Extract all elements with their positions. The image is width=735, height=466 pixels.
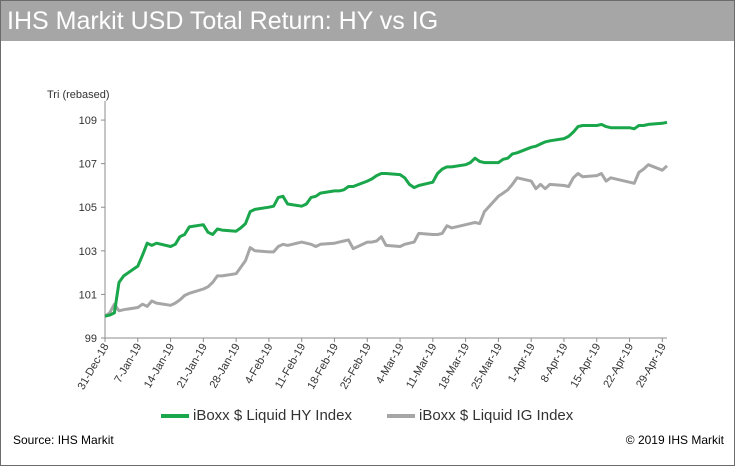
source-note: Source: IHS Markit — [13, 433, 114, 447]
x-tick-label: 14-Jan-19 — [142, 342, 177, 391]
y-tick-label: 105 — [79, 202, 97, 214]
legend-swatch-ig — [387, 413, 415, 418]
copyright-note: © 2019 IHS Markit — [625, 433, 724, 447]
x-tick-label: 28-Jan-19 — [208, 342, 243, 391]
x-tick-label: 31-Dec-18 — [76, 342, 112, 392]
y-tick-label: 109 — [79, 115, 97, 127]
x-tick-label: 4-Feb-19 — [243, 342, 276, 387]
legend-item-hy: iBoxx $ Liquid HY Index — [161, 407, 352, 424]
legend-item-ig: iBoxx $ Liquid IG Index — [387, 407, 573, 424]
x-tick-label: 11-Mar-19 — [404, 342, 439, 391]
x-tick-label: 15-Apr-19 — [568, 342, 603, 390]
legend-label-hy: iBoxx $ Liquid HY Index — [193, 407, 352, 424]
y-tick-label: 103 — [79, 246, 97, 258]
chart-title: IHS Markit USD Total Return: HY vs IG — [1, 1, 734, 41]
line-chart: Tri (rebased) 99 101 103 105 107 109 31-Dec-1… — [47, 89, 669, 392]
y-tick-label: 107 — [79, 159, 97, 171]
x-tick-label: 21-Jan-19 — [175, 342, 210, 391]
x-tick-label: 7-Jan-19 — [112, 342, 144, 386]
y-tick-label: 101 — [79, 289, 97, 301]
x-tick-label: 25-Mar-19 — [469, 342, 505, 392]
x-tick-label: 18-Feb-19 — [305, 342, 341, 392]
x-tick-label: 25-Feb-19 — [338, 342, 374, 392]
x-tick-label: 29-Apr-19 — [634, 342, 669, 390]
y-tick-label: 99 — [85, 333, 97, 345]
x-tick-label: 4-Mar-19 — [374, 342, 407, 387]
x-tick-label: 22-Apr-19 — [601, 342, 636, 390]
footer: Source: IHS Markit © 2019 IHS Markit — [1, 433, 734, 453]
x-axis: 31-Dec-18 7-Jan-1914-Jan-1921-Jan-1928-Ja… — [76, 337, 669, 392]
x-tick-label: 8-Apr-19 — [539, 342, 571, 385]
series-group — [104, 120, 669, 318]
x-tick-label: 1-Apr-19 — [506, 342, 538, 385]
legend-swatch-hy — [161, 413, 189, 418]
x-tick-label: 18-Mar-19 — [436, 342, 472, 392]
x-tick-label: 11-Feb-19 — [273, 342, 308, 391]
y-axis: 99 101 103 105 107 109 — [79, 101, 106, 345]
legend-label-ig: iBoxx $ Liquid IG Index — [419, 407, 574, 424]
y-axis-label: Tri (rebased) — [47, 89, 110, 101]
legend: iBoxx $ Liquid HY Index iBoxx $ Liquid I… — [1, 407, 734, 429]
series-line-ig — [104, 163, 669, 318]
series-line-hy — [104, 120, 668, 318]
